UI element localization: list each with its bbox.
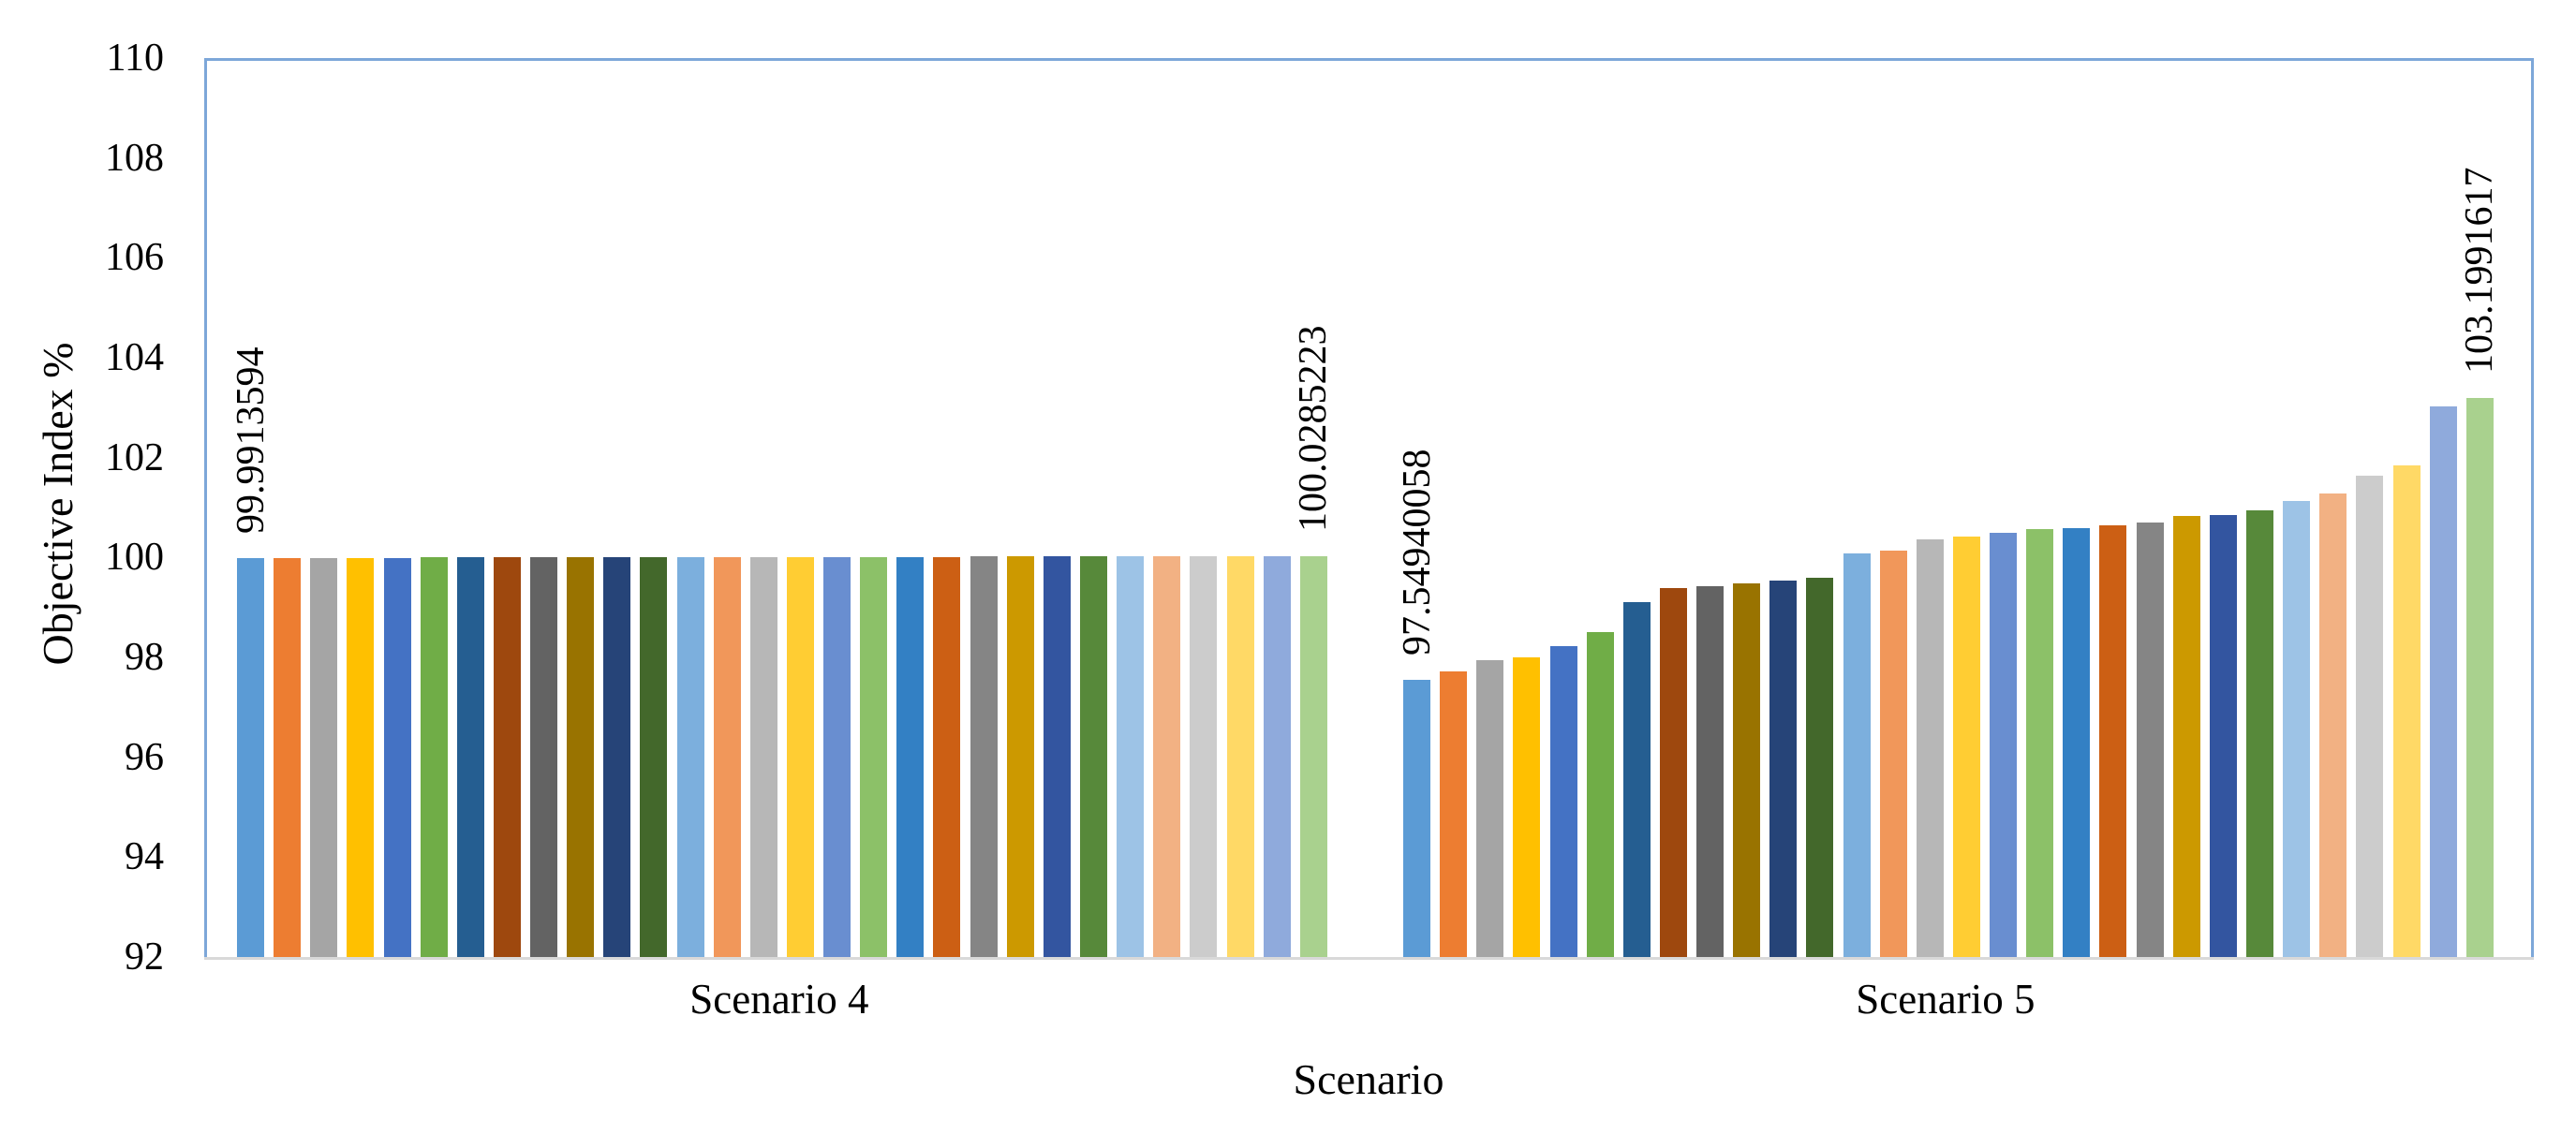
bar-scenario-5-21 — [2136, 523, 2164, 957]
bar-scenario-4-11 — [603, 557, 631, 957]
bar-scenario-4-8 — [493, 557, 521, 957]
bar-scenario-4-9 — [530, 557, 558, 957]
y-tick-label-94: 94 — [125, 835, 164, 879]
bar-scenario-4-5 — [383, 557, 411, 957]
bar-scenario-4-2 — [274, 557, 302, 957]
bar-scenario-5-28 — [2392, 464, 2421, 957]
bar-scenario-5-8 — [1659, 588, 1687, 957]
data-label: 97.54940058 — [1395, 449, 1439, 656]
bar-scenario-5-20 — [2099, 525, 2127, 957]
bar-scenario-5-12 — [1806, 577, 1834, 957]
bar-scenario-5-15 — [1916, 539, 1944, 957]
bar-scenario-4-27 — [1190, 556, 1218, 957]
y-tick-label-110: 110 — [106, 37, 164, 80]
bar-scenario-4-25 — [1117, 556, 1145, 957]
bar-scenario-5-13 — [1843, 553, 1871, 957]
bar-scenario-5-27 — [2356, 476, 2384, 957]
x-axis-line — [204, 957, 2534, 960]
bar-scenario-5-26 — [2319, 493, 2347, 957]
bar-scenario-4-14 — [713, 556, 741, 957]
bar-scenario-4-26 — [1153, 556, 1181, 957]
bar-scenario-4-23 — [1043, 556, 1071, 957]
bar-scenario-5-1 — [1403, 680, 1430, 957]
bar-scenario-4-12 — [640, 557, 668, 957]
bar-scenario-5-2 — [1440, 670, 1468, 957]
bar-scenario-5-23 — [2209, 515, 2237, 957]
bar-scenario-5-9 — [1696, 586, 1725, 957]
bar-scenario-4-15 — [749, 556, 777, 957]
y-tick-label-92: 92 — [125, 935, 164, 979]
bar-scenario-4-4 — [347, 557, 375, 957]
bar-scenario-4-19 — [896, 556, 925, 957]
plot-area: 99.9913594 100.0285223 97.54940058 103.1991… — [204, 58, 2534, 957]
bar-scenario-5-5 — [1549, 646, 1577, 957]
y-tick-label-100: 100 — [105, 536, 164, 580]
bar-scenario-4-28 — [1226, 555, 1254, 957]
data-label: 99.9913594 — [229, 346, 273, 534]
category-label-2: Scenario 5 — [1856, 976, 2036, 1023]
bar-scenario-5-18 — [2026, 528, 2054, 957]
y-tick-label-98: 98 — [125, 636, 164, 679]
bar-scenario-4-13 — [676, 556, 704, 957]
bar-scenario-5-11 — [1769, 580, 1798, 957]
bar-scenario-4-20 — [933, 556, 961, 957]
y-axis-title: Objective Index % — [34, 342, 81, 666]
bar-scenario-5-25 — [2283, 501, 2311, 957]
y-tick-label-96: 96 — [125, 735, 164, 779]
bar-scenario-5-10 — [1733, 583, 1761, 957]
bar-scenario-4-1 — [237, 557, 264, 957]
bar-scenario-4-22 — [1006, 556, 1034, 957]
bar-scenario-5-7 — [1622, 602, 1651, 957]
bar-scenario-5-16 — [1952, 537, 1980, 957]
bar-scenario-4-24 — [1079, 556, 1107, 957]
bar-scenario-4-30 — [1299, 555, 1327, 957]
bar-scenario-5-29 — [2429, 405, 2457, 957]
data-label: 103.1991617 — [2458, 167, 2502, 374]
bar-scenario-5-30 — [2465, 397, 2494, 957]
data-label: 100.0285223 — [1292, 325, 1336, 532]
bar-scenario-5-4 — [1513, 657, 1541, 957]
bar-scenario-5-24 — [2245, 509, 2273, 957]
bar-scenario-4-3 — [310, 557, 338, 957]
bar-scenario-4-21 — [970, 556, 998, 957]
bar-scenario-4-7 — [456, 557, 484, 957]
y-tick-label-108: 108 — [105, 136, 164, 180]
category-label-1: Scenario 4 — [689, 976, 869, 1023]
bar-scenario-4-17 — [823, 556, 851, 957]
x-axis-title: Scenario — [1293, 1055, 1444, 1103]
y-tick-label-102: 102 — [105, 435, 164, 479]
bar-scenario-4-29 — [1263, 555, 1291, 957]
y-tick-label-104: 104 — [105, 336, 164, 379]
bar-scenario-4-18 — [860, 556, 888, 957]
bar-scenario-5-6 — [1586, 632, 1614, 957]
bar-scenario-5-17 — [1990, 532, 2018, 957]
bar-scenario-4-16 — [786, 556, 814, 957]
bar-scenario-4-10 — [567, 557, 595, 957]
bar-scenario-5-14 — [1879, 550, 1907, 957]
y-tick-label-106: 106 — [105, 236, 164, 280]
bar-scenario-5-19 — [2063, 528, 2091, 957]
bar-scenario-5-3 — [1476, 660, 1504, 957]
bar-scenario-5-22 — [2172, 516, 2200, 957]
bar-scenario-4-6 — [420, 557, 448, 957]
